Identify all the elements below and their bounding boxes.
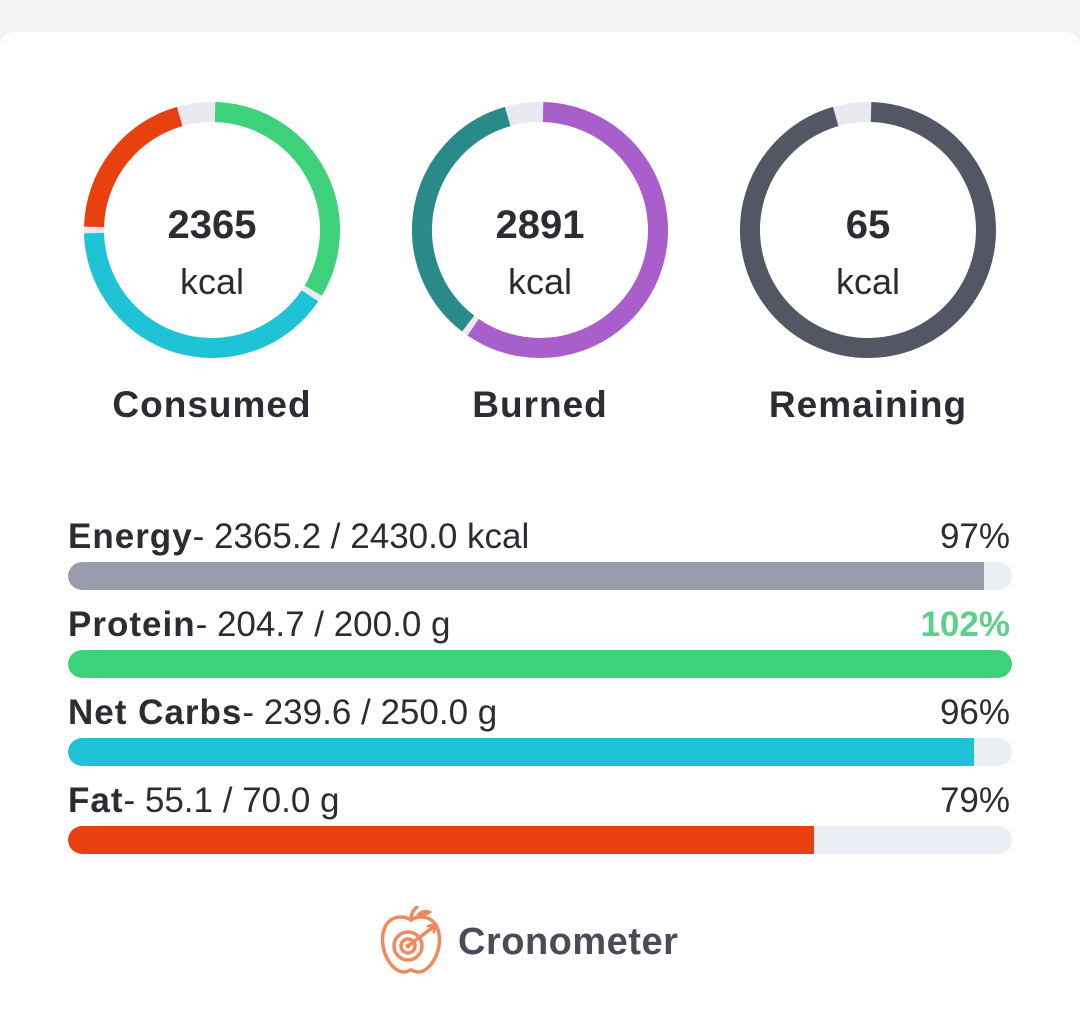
progress-bar-track bbox=[68, 562, 1012, 590]
consumed-ring-segment-fat bbox=[84, 106, 183, 228]
target-row-fat[interactable]: Fat- 55.1 / 70.0 g 79% bbox=[68, 776, 1012, 864]
brand-name: Cronometer bbox=[458, 920, 679, 963]
consumed-ring-segment-carbs bbox=[84, 232, 319, 358]
progress-bar-fill bbox=[68, 562, 984, 590]
target-row-net-carbs[interactable]: Net Carbs- 239.6 / 250.0 g 96% bbox=[68, 688, 1012, 776]
target-name: Net Carbs bbox=[68, 693, 243, 732]
consumed-value: 2365 bbox=[168, 203, 257, 247]
consumed-label: Consumed bbox=[112, 384, 312, 425]
target-row-protein[interactable]: Protein- 204.7 / 200.0 g 102% bbox=[68, 600, 1012, 688]
remaining-summary[interactable]: 65 kcal Remaining bbox=[728, 90, 1008, 426]
remaining-label: Remaining bbox=[768, 384, 968, 425]
burned-ring-chart: 2891 kcal bbox=[412, 102, 668, 358]
remaining-ring-segment-remaining bbox=[740, 102, 996, 358]
nutrition-targets: Energy- 2365.2 / 2430.0 kcal 97% Protein… bbox=[68, 512, 1012, 864]
consumed-ring-segment-protein bbox=[214, 102, 340, 296]
consumed-ring-chart: 2365 kcal bbox=[84, 102, 340, 358]
progress-bar-track bbox=[68, 826, 1012, 854]
burned-unit: kcal bbox=[508, 261, 572, 302]
remaining-unit: kcal bbox=[836, 261, 900, 302]
remaining-ring-chart: 65 kcal bbox=[740, 102, 996, 358]
progress-bar-track bbox=[68, 650, 1012, 678]
target-percent: 79% bbox=[939, 781, 1010, 820]
consumed-summary[interactable]: 2365 kcal Consumed bbox=[72, 90, 352, 426]
target-name: Protein bbox=[68, 605, 196, 644]
consumed-unit: kcal bbox=[180, 261, 244, 302]
remaining-value: 65 bbox=[846, 203, 891, 247]
burned-label: Burned bbox=[472, 384, 608, 425]
brand-footer: Cronometer bbox=[378, 902, 678, 982]
target-percent: 102% bbox=[920, 605, 1010, 644]
burned-ring-segment-activity bbox=[467, 102, 668, 358]
progress-bar-fill bbox=[68, 650, 1012, 678]
burned-value: 2891 bbox=[496, 203, 585, 247]
progress-bar-track bbox=[68, 738, 1012, 766]
target-amount: - 204.7 / 200.0 g bbox=[195, 605, 451, 644]
target-percent: 96% bbox=[939, 693, 1010, 732]
target-amount: - 2365.2 / 2430.0 kcal bbox=[192, 517, 530, 556]
target-name: Fat bbox=[68, 781, 124, 820]
target-amount: - 55.1 / 70.0 g bbox=[123, 781, 340, 820]
target-percent: 97% bbox=[939, 517, 1010, 556]
progress-bar-fill bbox=[68, 826, 814, 854]
progress-bar-fill bbox=[68, 738, 975, 766]
nutrition-summary-card: 2365 kcal Consumed 2891 kcal Burned 65 k… bbox=[0, 32, 1080, 1011]
cronometer-apple-logo-icon bbox=[380, 906, 442, 974]
burned-summary[interactable]: 2891 kcal Burned bbox=[400, 90, 680, 426]
burned-ring-segment-bmr bbox=[412, 106, 511, 332]
target-amount: - 239.6 / 250.0 g bbox=[242, 693, 498, 732]
target-row-energy[interactable]: Energy- 2365.2 / 2430.0 kcal 97% bbox=[68, 512, 1012, 600]
target-name: Energy bbox=[68, 517, 193, 556]
